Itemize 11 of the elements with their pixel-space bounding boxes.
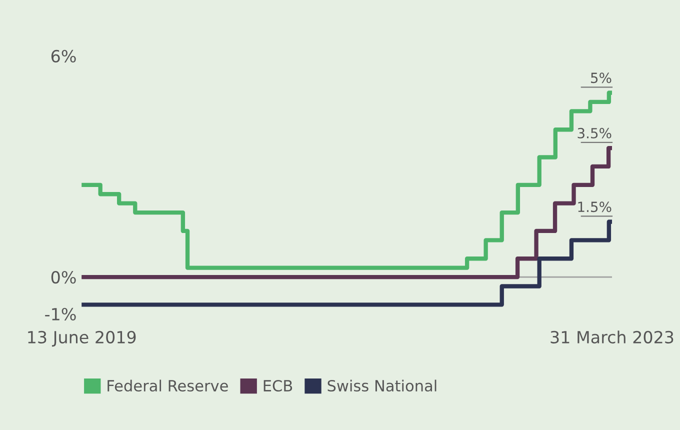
annotation: 5%: [591, 72, 612, 84]
y-tick-label: 0%: [51, 271, 76, 284]
x-tick-label: 31 March 2023: [550, 330, 674, 344]
legend-label: Federal Reserve: [108, 380, 228, 392]
y-tick-label: -1%: [45, 308, 76, 320]
annotation: 1.5%: [578, 202, 612, 212]
annotation: 3.5%: [578, 128, 612, 138]
legend-label: Swiss National: [328, 380, 436, 392]
x-tick-label: 13 June 2019: [28, 330, 136, 347]
legend-label: ECB: [264, 380, 292, 392]
y-tick-label: 6%: [51, 50, 76, 62]
